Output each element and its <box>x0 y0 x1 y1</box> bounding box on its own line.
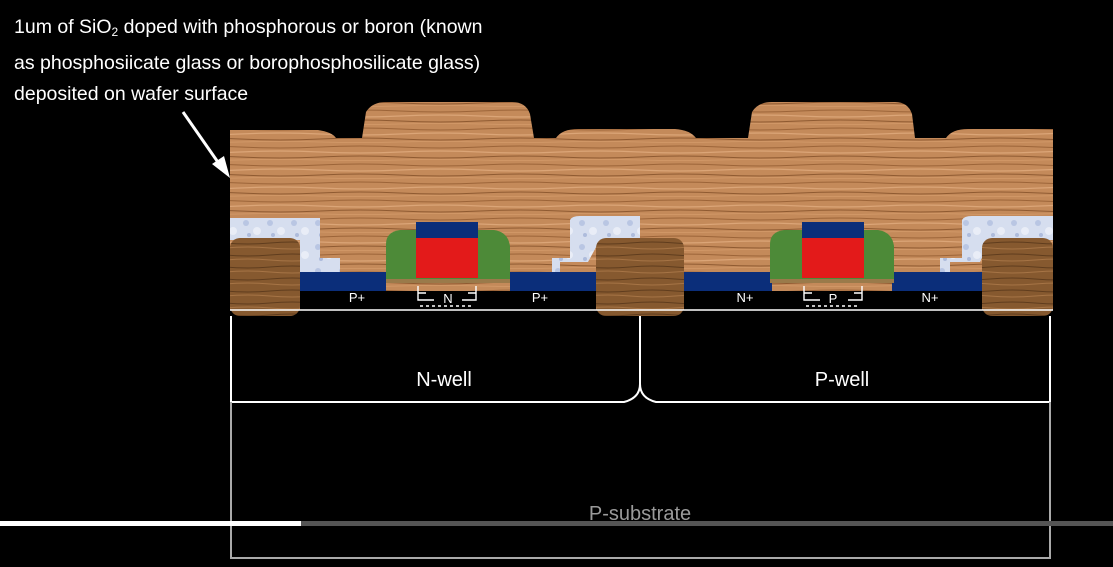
gate-nmos <box>802 236 864 278</box>
field-oxide-mid <box>596 238 684 316</box>
caption-line-1-subscript: 2 <box>111 25 119 39</box>
label-p-substrate: P-substrate <box>589 503 691 525</box>
video-played-fill <box>0 521 301 526</box>
p-substrate-outline <box>230 402 1051 559</box>
lining-left <box>230 218 340 272</box>
label-p-channel: P <box>829 291 838 306</box>
lining-right <box>940 216 1053 272</box>
pmos-active <box>300 291 596 310</box>
label-p-plus-left: P+ <box>349 290 365 305</box>
label-p-plus-right: P+ <box>532 290 548 305</box>
gate-cap-pmos <box>416 222 478 238</box>
diffusion-p-plus-right <box>510 272 596 291</box>
label-n-well: N-well <box>416 369 472 391</box>
channel-outline-nmos <box>803 286 863 307</box>
gate-oxide-nmos <box>770 279 894 283</box>
label-n-plus-right: N+ <box>922 290 939 305</box>
field-oxide-right <box>982 238 1053 316</box>
diffusion-n-plus-left <box>684 272 772 291</box>
diffusion-p-plus-left <box>300 272 386 291</box>
callout-arrow <box>181 111 230 178</box>
label-p-well: P-well <box>815 369 869 391</box>
caption-line-2: as phosphosiicate glass or borophosphosi… <box>14 52 481 74</box>
gate-pmos <box>416 236 478 278</box>
gate-cap-nmos <box>802 222 864 238</box>
label-n-plus-left: N+ <box>737 290 754 305</box>
caption-line-1-end: doped with phosphorous or boron (known <box>118 16 483 38</box>
channel-outline-pmos <box>417 286 477 307</box>
label-n-channel: N <box>443 291 452 306</box>
p-well-outline <box>639 316 1051 403</box>
nmos-active <box>684 291 982 310</box>
video-progress-bar[interactable] <box>0 521 1113 526</box>
diffusion-n-plus-right <box>892 272 982 291</box>
caption-line-1: 1um of SiO2 doped with phosphorous or bo… <box>14 12 482 48</box>
caption-line-3: deposited on wafer surface <box>14 83 249 105</box>
lining-mid <box>552 216 640 272</box>
caption: 1um of SiO2 doped with phosphorous or bo… <box>14 12 482 110</box>
field-oxide-left <box>230 238 300 316</box>
gate-oxide-pmos <box>386 279 510 283</box>
caption-line-1-start: 1um of SiO <box>14 16 112 38</box>
